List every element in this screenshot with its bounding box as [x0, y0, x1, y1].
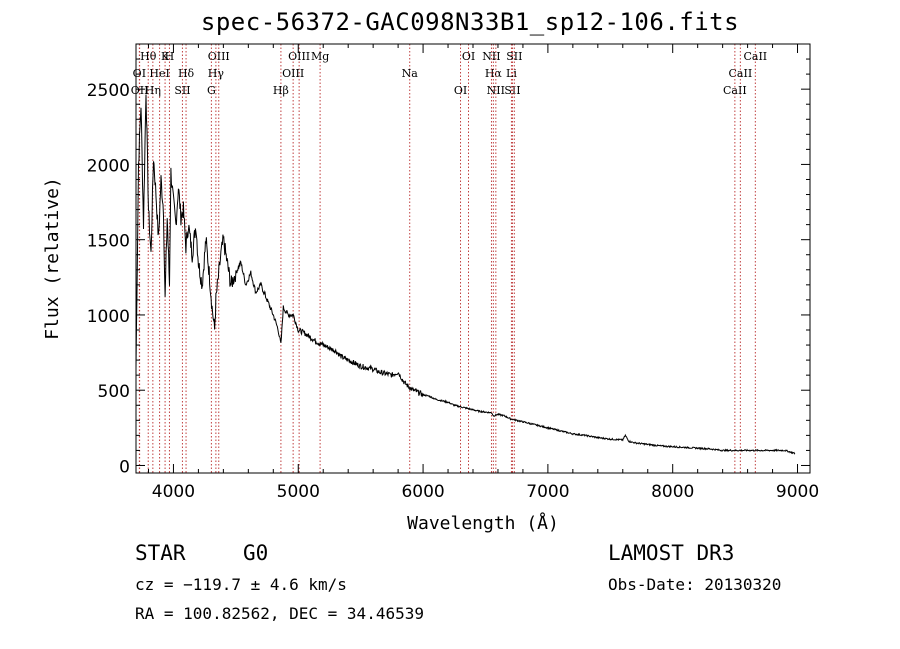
x-tick-label: 6000: [401, 482, 444, 502]
line-marker-label: OIII: [288, 50, 310, 63]
line-marker-label: Hθ: [140, 50, 157, 63]
line-marker-label: SII: [506, 50, 522, 63]
survey-name: LAMOST DR3: [608, 541, 735, 565]
line-marker-label: G: [207, 84, 216, 97]
line-marker-label: K: [161, 50, 170, 63]
line-marker-label: SII: [504, 84, 520, 97]
y-tick-label: 1500: [87, 232, 130, 252]
line-marker-label: NII: [482, 50, 500, 63]
chart-title: spec-56372-GAC098N33B1_sp12-106.fits: [200, 8, 740, 36]
x-tick-label: 4000: [152, 482, 195, 502]
line-marker-label: CaII: [723, 84, 747, 97]
y-tick-label: 500: [98, 382, 130, 402]
line-marker-label: Hα: [485, 67, 503, 80]
x-tick-label: 8000: [651, 482, 694, 502]
line-marker-label: SII: [174, 84, 190, 97]
line-marker-label: H: [165, 50, 175, 63]
y-tick-label: 0: [119, 457, 130, 477]
line-marker-label: Hβ: [273, 84, 289, 97]
line-marker-label: OIII: [282, 67, 304, 80]
line-marker-label: Li: [506, 67, 517, 80]
line-marker-label: Hδ: [178, 67, 195, 80]
x-tick-label: 9000: [776, 482, 819, 502]
line-marker-label: Hγ: [208, 67, 225, 80]
line-marker-label: NII: [487, 84, 505, 97]
y-tick-label: 2500: [87, 81, 130, 101]
x-tick-label: 7000: [526, 482, 569, 502]
spectrum-line: [135, 94, 796, 455]
y-tick-label: 1000: [87, 307, 130, 327]
line-marker-label: CaII: [743, 50, 767, 63]
line-marker-label: HeI: [149, 67, 169, 80]
line-marker-label: OI: [454, 84, 467, 97]
line-marker-label: Hη: [145, 84, 161, 97]
y-tick-label: 2000: [87, 156, 130, 176]
coordinates: RA = 100.82562, DEC = 34.46539: [135, 604, 424, 623]
x-tick-label: 5000: [277, 482, 320, 502]
line-marker-label: OII: [131, 84, 149, 97]
line-marker-label: Mg: [311, 50, 329, 63]
line-marker-label: Na: [402, 67, 419, 80]
line-marker-label: CaII: [729, 67, 753, 80]
object-class: STAR: [135, 541, 186, 565]
line-marker-label: OIII: [208, 50, 230, 63]
subclass: G0: [243, 541, 269, 565]
line-marker-label: OI: [462, 50, 475, 63]
redshift-text: cz = −119.7 ± 4.6 km/s: [135, 575, 347, 594]
y-axis-label: Flux (relative): [42, 177, 63, 340]
obs-date: Obs-Date: 20130320: [608, 575, 782, 594]
x-axis-label: Wavelength (Å): [407, 512, 559, 534]
